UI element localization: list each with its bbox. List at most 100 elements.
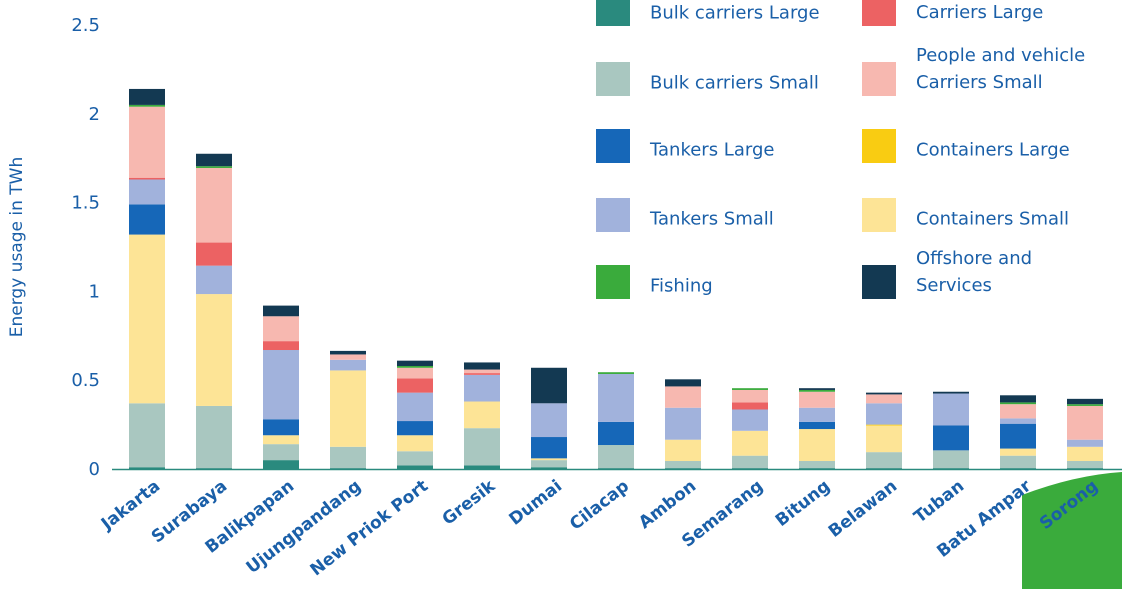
bar-segment (1000, 468, 1036, 469)
bar-segment (1000, 402, 1036, 405)
y-tick-label: 0 (89, 459, 100, 480)
bar-segment (263, 419, 299, 436)
y-tick-label: 1.5 (71, 193, 100, 214)
bar-segment (665, 386, 701, 408)
bar-segment (933, 450, 969, 469)
bar-segment (330, 446, 366, 469)
bar-segment (464, 373, 500, 375)
bar-segment (933, 391, 969, 394)
legend-label: Fishing (650, 275, 713, 296)
bar-segment (196, 167, 232, 243)
bar-segment (531, 403, 567, 438)
bar-segment (330, 468, 366, 469)
bar-segment (799, 391, 835, 408)
bar-segment (933, 425, 969, 451)
bar-segment (196, 242, 232, 266)
bar-segment (732, 402, 768, 410)
bar-segment (665, 379, 701, 387)
bar-segment (129, 177, 165, 180)
legend-label: People and vehicle Carriers Large (916, 2, 1044, 23)
bar-segment (598, 372, 634, 374)
bar-segment (799, 429, 835, 462)
bar-segment (263, 435, 299, 445)
bar-segment (196, 265, 232, 295)
bar-segment (1000, 455, 1036, 469)
legend-label: Offshore and Services (916, 248, 1033, 296)
bar-segment (397, 367, 433, 379)
bar-segment (263, 316, 299, 342)
bar-segment (464, 428, 500, 466)
x-tick-label: Bitung (772, 476, 834, 531)
bar-segment (464, 465, 500, 469)
legend-swatch (862, 265, 896, 299)
bar-segment (464, 369, 500, 374)
bar-segment (598, 421, 634, 446)
bar-segment (598, 373, 634, 422)
y-tick-label: 0.5 (71, 370, 100, 391)
bar-segment (531, 367, 567, 404)
bar-segment (129, 106, 165, 178)
bar-segment (866, 452, 902, 469)
legend-label: Bulk carriers Large (650, 2, 820, 23)
bar-segment (1000, 404, 1036, 419)
bar-segment (732, 388, 768, 390)
bar-segment (866, 425, 902, 453)
bar-segment (531, 458, 567, 461)
bar-segment (1067, 468, 1103, 469)
bar-segment (263, 350, 299, 420)
bar-segment (196, 468, 232, 469)
legend-label: Bulk carriers Small (650, 72, 819, 93)
bar-segment (866, 394, 902, 404)
x-tick-label: Belawan (825, 476, 901, 542)
bar-segment (665, 439, 701, 462)
decorative-leaf-shape (1022, 472, 1122, 589)
x-tick-label: Ujungpandang (243, 476, 365, 578)
bar-segment (397, 465, 433, 469)
bar-segment (732, 409, 768, 431)
bar-segment (397, 435, 433, 452)
y-tick-label: 2 (89, 104, 100, 125)
bar-segment (1067, 405, 1103, 440)
y-tick-label: 1 (89, 281, 100, 302)
legend-label: Containers Small (916, 208, 1070, 229)
bar-segment (866, 392, 902, 395)
legend-label: People and vehicle Carriers Small (916, 45, 1086, 93)
bar-segment (330, 354, 366, 360)
bar-segment (129, 88, 165, 105)
legend-label: Tankers Small (650, 208, 774, 229)
bar-segment (1000, 423, 1036, 449)
bar-segment (129, 403, 165, 468)
bar-segment (1000, 448, 1036, 456)
x-tick-label: Cilacap (566, 476, 633, 534)
bar-segment (799, 388, 835, 390)
bar-segment (129, 204, 165, 235)
legend-swatch (596, 0, 630, 26)
legend-swatch (862, 198, 896, 232)
x-tick-label: Tuban (910, 476, 968, 527)
legend-swatch (596, 265, 630, 299)
bar-segment (531, 467, 567, 469)
bar-segment (799, 407, 835, 422)
bar-segment (1000, 395, 1036, 403)
bar-segment (732, 468, 768, 469)
bar-segment (397, 365, 433, 368)
legend-label: Containers Large (916, 139, 1070, 160)
bar-segment (866, 403, 902, 425)
bar-segment (1067, 439, 1103, 447)
bar-segment (1000, 418, 1036, 424)
bar-segment (1067, 446, 1103, 462)
bar-segment (799, 389, 835, 392)
bar-segment (933, 468, 969, 469)
bar-segment (464, 401, 500, 429)
bar-segment (263, 460, 299, 469)
x-tick-label: Ambon (635, 476, 700, 533)
bar-segment (799, 461, 835, 469)
bar-segment (263, 341, 299, 351)
bar-segment (866, 424, 902, 426)
bar-segment (330, 370, 366, 447)
bar-segment (129, 234, 165, 404)
bar-segment (129, 179, 165, 205)
bar-segment (1067, 398, 1103, 405)
legend-swatch (596, 62, 630, 96)
